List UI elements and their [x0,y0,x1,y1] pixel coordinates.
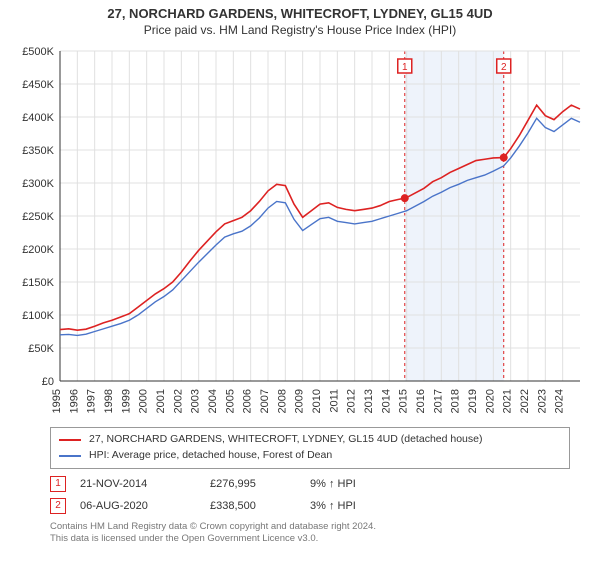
svg-text:2023: 2023 [536,389,548,413]
legend-label: 27, NORCHARD GARDENS, WHITECROFT, LYDNEY… [89,432,482,448]
svg-text:2002: 2002 [172,389,184,413]
svg-text:2008: 2008 [276,389,288,413]
legend-swatch [59,439,81,441]
sale-row: 2 06-AUG-2020£338,5003% ↑ HPI [50,495,570,517]
svg-text:1998: 1998 [103,389,115,413]
sale-pct: 3% ↑ HPI [310,500,430,512]
svg-text:2001: 2001 [155,389,167,413]
svg-text:1995: 1995 [51,389,63,413]
line-chart: £0 £50K £100K £150K £200K £250K £300K £350K £400… [10,41,590,421]
svg-text:2011: 2011 [328,389,340,413]
svg-text:2004: 2004 [207,389,219,413]
svg-text:2003: 2003 [190,389,202,413]
svg-text:2018: 2018 [450,389,462,413]
svg-text:2009: 2009 [294,389,306,413]
svg-text:2016: 2016 [415,389,427,413]
svg-text:2014: 2014 [380,389,392,413]
svg-text:2017: 2017 [432,389,444,413]
svg-text:£450K: £450K [22,79,54,91]
svg-text:£150K: £150K [22,277,54,289]
svg-text:2015: 2015 [398,389,410,413]
sale-pct: 9% ↑ HPI [310,478,430,490]
svg-text:2012: 2012 [346,389,358,413]
svg-text:2019: 2019 [467,389,479,413]
sale-price: £276,995 [210,478,310,490]
svg-text:2005: 2005 [224,389,236,413]
page-title: 27, NORCHARD GARDENS, WHITECROFT, LYDNEY… [0,6,600,21]
svg-text:2006: 2006 [242,389,254,413]
svg-text:£200K: £200K [22,244,54,256]
svg-text:£300K: £300K [22,178,54,190]
svg-text:£100K: £100K [22,310,54,322]
svg-text:2024: 2024 [554,389,566,413]
svg-text:2000: 2000 [138,389,150,413]
sale-marker-icon: 1 [50,476,66,492]
sales-table: 1 21-NOV-2014£276,9959% ↑ HPI 2 06-AUG-2020… [50,473,570,517]
svg-text:£50K: £50K [28,343,54,355]
svg-text:2010: 2010 [311,389,323,413]
svg-text:£500K: £500K [22,46,54,58]
svg-text:£400K: £400K [22,112,54,124]
svg-text:£0: £0 [42,376,54,388]
sale-price: £338,500 [210,500,310,512]
svg-text:£350K: £350K [22,145,54,157]
svg-text:2020: 2020 [484,389,496,413]
footer-attribution: Contains HM Land Registry data © Crown c… [50,521,570,546]
legend-item: 27, NORCHARD GARDENS, WHITECROFT, LYDNEY… [59,432,561,448]
legend: 27, NORCHARD GARDENS, WHITECROFT, LYDNEY… [50,427,570,469]
sale-date: 21-NOV-2014 [80,478,210,490]
svg-text:2: 2 [501,62,507,73]
legend-item: HPI: Average price, detached house, Fore… [59,448,561,464]
sale-row: 1 21-NOV-2014£276,9959% ↑ HPI [50,473,570,495]
sale-date: 06-AUG-2020 [80,500,210,512]
svg-text:1997: 1997 [86,389,98,413]
svg-text:2022: 2022 [519,389,531,413]
svg-text:1: 1 [402,62,408,73]
svg-text:2007: 2007 [259,389,271,413]
svg-text:2013: 2013 [363,389,375,413]
svg-text:1996: 1996 [68,389,80,413]
svg-text:2021: 2021 [502,389,514,413]
footer-line1: Contains HM Land Registry data © Crown c… [50,521,570,533]
sale-marker-icon: 2 [50,498,66,514]
svg-text:£250K: £250K [22,211,54,223]
footer-line2: This data is licensed under the Open Gov… [50,533,570,545]
legend-label: HPI: Average price, detached house, Fore… [89,448,332,464]
chart-container: £0 £50K £100K £150K £200K £250K £300K £350K £400… [10,41,590,421]
svg-text:1999: 1999 [120,389,132,413]
page-subtitle: Price paid vs. HM Land Registry's House … [0,23,600,37]
legend-swatch [59,455,81,457]
